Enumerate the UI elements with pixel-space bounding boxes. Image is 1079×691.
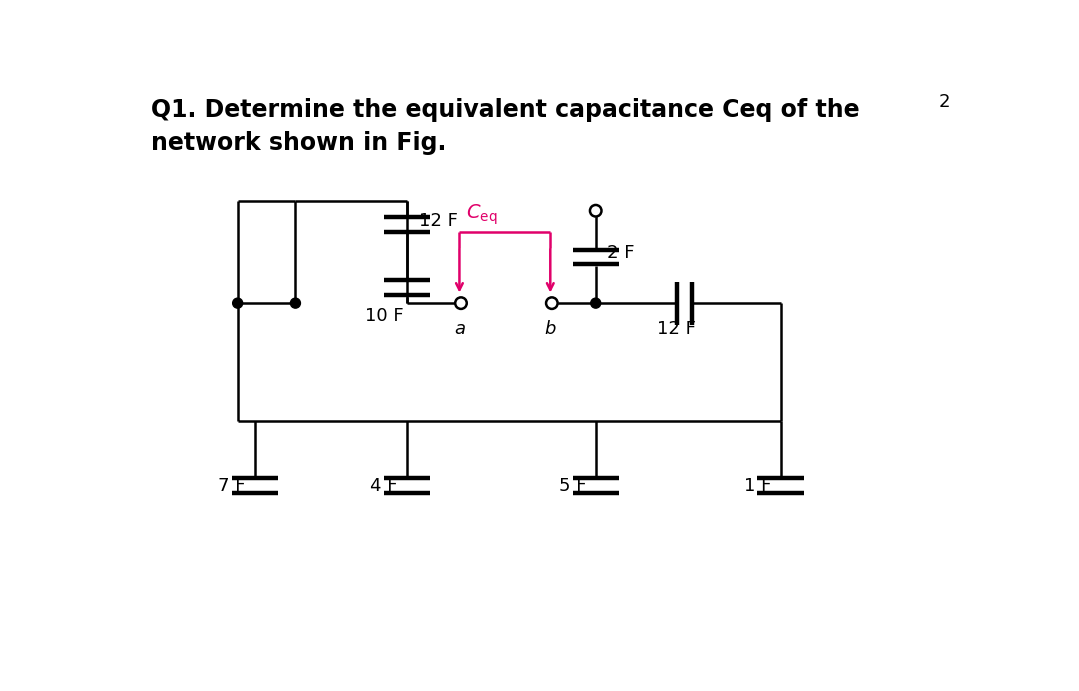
Circle shape [290,298,300,308]
Text: 12 F: 12 F [657,320,696,338]
Text: 4 F: 4 F [370,477,398,495]
Text: 2 F: 2 F [607,244,634,262]
Circle shape [546,297,558,309]
Circle shape [455,297,467,309]
Circle shape [590,298,601,308]
Text: 1 F: 1 F [743,477,771,495]
Text: a: a [454,320,465,338]
Text: network shown in Fig.: network shown in Fig. [151,131,447,155]
Circle shape [233,298,243,308]
Circle shape [590,205,601,216]
Text: 5 F: 5 F [559,477,587,495]
Text: $C_{\mathrm{eq}}$: $C_{\mathrm{eq}}$ [466,202,497,227]
Text: 10 F: 10 F [365,307,404,325]
Text: b: b [545,320,556,338]
Text: Q1. Determine the equivalent capacitance Ceq of the: Q1. Determine the equivalent capacitance… [151,97,860,122]
Text: 12 F: 12 F [419,211,457,229]
Text: 7 F: 7 F [218,477,245,495]
Text: 2: 2 [939,93,950,111]
